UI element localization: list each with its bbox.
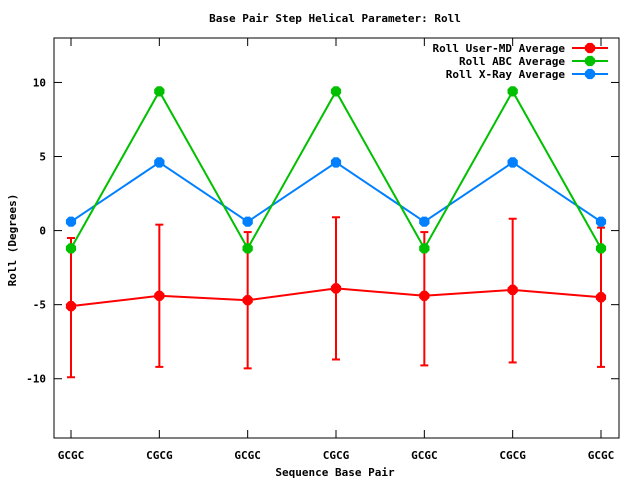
legend-marker [584, 68, 596, 80]
series-1 [65, 216, 607, 379]
legend-marker [584, 55, 596, 67]
data-point [154, 86, 165, 97]
legend-label: Roll X-Ray Average [446, 68, 566, 81]
x-tick-label: CGCG [499, 449, 526, 462]
data-point [330, 157, 342, 168]
legend-marker [584, 42, 596, 54]
data-point [595, 292, 607, 303]
data-point [507, 284, 518, 295]
y-axis: -10 -5 0 5 10 [26, 76, 619, 386]
data-point [242, 295, 253, 306]
data-point [65, 301, 77, 312]
series-3 [65, 157, 607, 227]
x-tick-label: CGCG [323, 449, 350, 462]
series-line [70, 161, 602, 223]
data-point [419, 290, 430, 301]
y-tick-label: -5 [33, 299, 46, 312]
y-axis-label: Roll (Degrees) [6, 194, 19, 287]
y-tick-label: -10 [26, 373, 46, 386]
data-point [507, 157, 518, 168]
data-point [595, 243, 607, 254]
data-point [330, 283, 342, 294]
data-point [242, 216, 253, 227]
x-tick-label: CGCG [146, 449, 173, 462]
x-axis-label: Sequence Base Pair [275, 466, 395, 479]
data-point [65, 243, 77, 254]
y-tick-label: 5 [39, 151, 46, 164]
x-tick-label: GCGC [411, 449, 438, 462]
series-2 [65, 86, 607, 254]
data-point [330, 86, 342, 97]
y-tick-label: 10 [33, 76, 46, 89]
data-point [419, 243, 430, 254]
y-tick-label: 0 [39, 225, 46, 238]
series-layer [65, 86, 607, 379]
x-tick-label: GCGC [588, 449, 615, 462]
legend-label: Roll ABC Average [459, 55, 565, 68]
chart-title: Base Pair Step Helical Parameter: Roll [209, 12, 461, 25]
x-tick-label: GCGC [234, 449, 261, 462]
legend-label: Roll User-MD Average [433, 42, 566, 55]
x-tick-label: GCGC [58, 449, 85, 462]
data-point [507, 86, 518, 97]
x-axis: GCGC CGCG GCGC CGCG GCGC CGCG GCGC [58, 38, 615, 462]
data-point [419, 216, 430, 227]
data-point [154, 290, 165, 301]
data-point [154, 157, 165, 168]
data-point [65, 216, 77, 227]
data-point [595, 216, 607, 227]
data-point [242, 243, 253, 254]
